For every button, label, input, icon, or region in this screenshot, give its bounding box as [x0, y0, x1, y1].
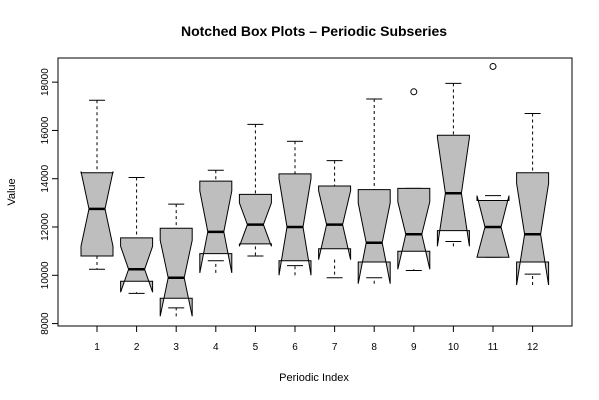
x-tick-label: 8	[371, 342, 377, 353]
y-axis-label: Value	[6, 178, 18, 205]
x-tick-label: 11	[488, 342, 499, 353]
y-tick-label: 12000	[40, 213, 51, 241]
box-8	[357, 98, 391, 284]
y-tick-label: 16000	[40, 116, 51, 144]
chart-title: Notched Box Plots – Periodic Subseries	[181, 23, 447, 39]
notched-box	[318, 185, 352, 260]
notched-box	[238, 193, 272, 247]
y-tick-label: 18000	[40, 68, 51, 96]
notched-box	[159, 227, 193, 317]
x-tick-label: 4	[213, 342, 219, 353]
x-tick-label: 10	[448, 342, 460, 353]
outlier-point	[410, 88, 418, 96]
x-tick-label: 3	[173, 342, 179, 353]
notched-box	[80, 171, 114, 257]
notched-box	[120, 237, 154, 293]
x-axis-label: Periodic Index	[279, 372, 349, 384]
x-tick-label: 5	[253, 342, 259, 353]
box-2	[120, 177, 154, 294]
box-1	[80, 99, 114, 270]
box-9	[397, 88, 431, 271]
x-tick-label: 2	[134, 342, 140, 353]
x-axis: 1 2 3 4 5 6 7 8 9 10 11 12	[94, 325, 539, 353]
box-6	[278, 140, 312, 276]
box-12	[516, 113, 550, 286]
plot-frame	[57, 57, 573, 327]
x-tick-label: 7	[332, 342, 338, 353]
box-7	[318, 160, 352, 279]
notched-box	[278, 173, 312, 276]
notched-box	[357, 189, 391, 284]
boxes-layer	[80, 62, 550, 317]
box-3	[159, 203, 193, 317]
outlier-point	[489, 62, 497, 70]
box-11	[476, 62, 510, 258]
x-tick-label: 9	[411, 342, 417, 353]
box-5	[238, 123, 272, 257]
box-10	[436, 82, 470, 247]
notched-box	[436, 134, 470, 247]
y-tick-label: 14000	[40, 164, 51, 192]
x-tick-label: 12	[527, 342, 539, 353]
notched-box	[516, 172, 550, 286]
box-4	[199, 169, 233, 273]
y-tick-label: 8000	[40, 312, 51, 335]
notched-box	[397, 187, 431, 270]
notched-box	[199, 180, 233, 273]
x-tick-label: 6	[292, 342, 298, 353]
y-axis: 8000 10000 12000 14000 16000 18000	[40, 68, 59, 335]
x-tick-label: 1	[94, 342, 100, 353]
y-tick-label: 10000	[40, 261, 51, 289]
